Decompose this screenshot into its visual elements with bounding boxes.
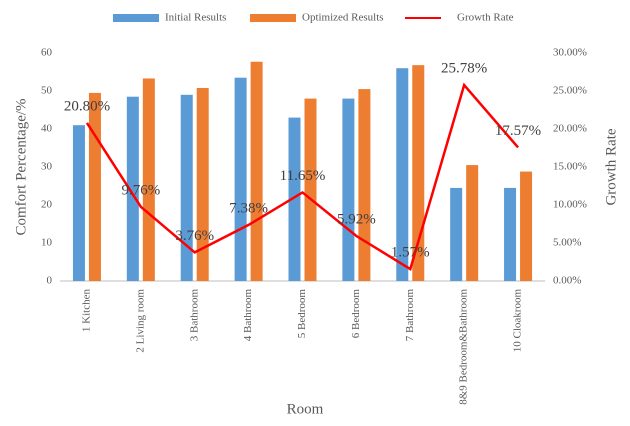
x-tick-label: 3 Bathroom: [188, 289, 200, 342]
data-label: 20.80%: [64, 98, 110, 114]
x-tick-label: 5 Bedroom: [296, 289, 308, 339]
bar: [142, 78, 155, 282]
legend-label: Optimized Results: [302, 12, 384, 24]
y2-tick-label: 15.00%: [553, 161, 587, 173]
data-label: 3.76%: [175, 228, 214, 244]
bar: [342, 98, 355, 281]
data-label: 9.76%: [121, 182, 160, 198]
x-axis-title: Room: [287, 401, 324, 417]
data-label: 17.57%: [495, 123, 541, 139]
y2-tick-label: 30.00%: [553, 47, 587, 59]
data-label: 7.38%: [229, 200, 268, 216]
bar: [466, 165, 479, 281]
bar: [450, 187, 463, 281]
y-tick-label: 30: [41, 161, 53, 173]
x-tick-label: 1 Kitchen: [80, 289, 92, 333]
legend-label: Initial Results: [165, 12, 226, 24]
bar: [304, 98, 317, 281]
y-tick-label: 10: [41, 237, 53, 249]
bar: [180, 94, 193, 281]
y2-tick-label: 0.00%: [553, 275, 581, 287]
legend-label: Growth Rate: [457, 12, 514, 24]
y-axis-title: Comfort Percentage/%: [13, 98, 29, 235]
bar: [196, 87, 209, 282]
y-tick-label: 60: [41, 47, 53, 59]
data-label: 11.65%: [280, 168, 326, 184]
x-tick-label: 10 Cloakroom: [512, 289, 524, 353]
data-label: 25.78%: [441, 61, 487, 77]
y2-tick-label: 25.00%: [553, 85, 587, 97]
bar: [396, 68, 409, 281]
bar: [504, 187, 517, 281]
y-tick-label: 40: [41, 123, 53, 135]
x-tick-label: 2 Living room: [134, 289, 146, 353]
y-tick-label: 20: [41, 199, 53, 211]
bar: [358, 89, 371, 281]
bar: [88, 92, 101, 282]
data-label: 5.92%: [337, 211, 376, 227]
y2-tick-label: 5.00%: [553, 237, 581, 249]
legend-swatch: [113, 14, 159, 22]
x-tick-label: 8&9 Bedroom&Bathroom: [458, 289, 470, 405]
y-tick-label: 50: [41, 85, 53, 97]
bar: [288, 117, 301, 281]
line: [85, 82, 520, 271]
x-tick-label: 6 Bedroom: [350, 289, 362, 339]
bar: [234, 77, 247, 281]
bar: [250, 61, 263, 281]
bar: [72, 125, 85, 281]
x-tick-label: 4 Bathroom: [242, 289, 254, 342]
y2-axis-title: Growth Rate: [603, 128, 619, 205]
data-label: 1.57%: [391, 245, 430, 261]
legend-swatch: [250, 14, 296, 22]
y-tick-label: 0: [47, 275, 53, 287]
y2-tick-label: 20.00%: [553, 123, 587, 135]
bar: [412, 65, 425, 281]
bar: [520, 171, 533, 281]
x-tick-label: 7 Bathroom: [404, 289, 416, 342]
bar: [126, 96, 139, 281]
y2-tick-label: 10.00%: [553, 199, 587, 211]
